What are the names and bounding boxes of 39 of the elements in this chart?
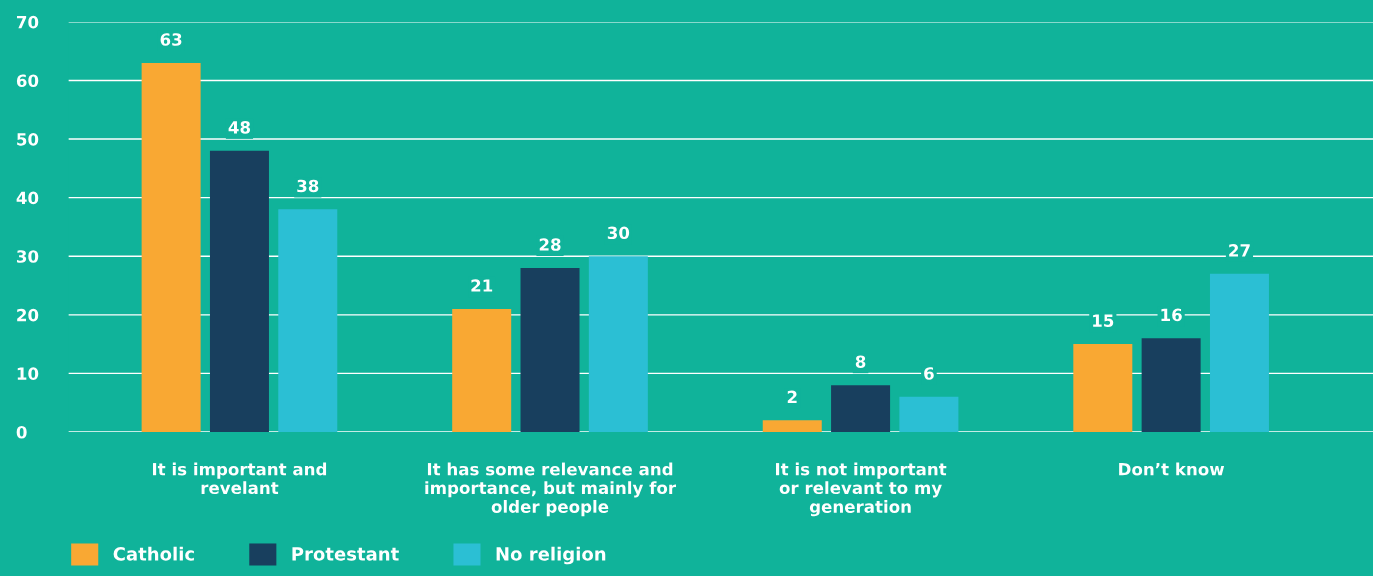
bar xyxy=(209,150,269,432)
data-label: 16 xyxy=(1161,308,1182,322)
x-tick-label: It is not important or relevant to my generation xyxy=(776,462,947,517)
bar xyxy=(141,62,201,432)
bar xyxy=(1073,344,1133,432)
bar xyxy=(452,308,512,432)
data-label: 63 xyxy=(160,33,182,46)
bar xyxy=(520,267,580,432)
y-tick-label: 50 xyxy=(17,133,39,146)
legend-label: Protestant xyxy=(292,547,399,561)
data-label: 6 xyxy=(924,367,934,380)
x-tick-label: It has some relevance and importance, but mainly for older people xyxy=(425,462,677,517)
bar xyxy=(588,256,648,432)
y-tick-label: 60 xyxy=(16,74,39,88)
legend-label: No religion xyxy=(496,546,606,565)
data-label: 48 xyxy=(228,121,251,134)
y-tick-label: 30 xyxy=(16,250,39,263)
bar xyxy=(762,420,822,432)
data-label: 2 xyxy=(787,390,797,403)
y-tick-label: 10 xyxy=(17,367,39,380)
bar xyxy=(278,209,338,432)
data-label: 21 xyxy=(471,279,493,292)
x-tick-label: Don’t know xyxy=(1119,462,1225,476)
legend-label: Catholic xyxy=(113,546,194,561)
x-tick-label: It is important and revelant xyxy=(153,462,327,495)
data-label: 28 xyxy=(539,238,561,251)
bar xyxy=(1209,273,1269,432)
data-label: 30 xyxy=(607,226,630,240)
bar xyxy=(899,396,959,432)
data-label: 8 xyxy=(855,355,866,369)
y-tick-label: 40 xyxy=(16,191,39,205)
data-label: 38 xyxy=(297,179,319,193)
bar xyxy=(831,385,891,432)
bar xyxy=(1141,338,1201,432)
y-tick-label: 20 xyxy=(17,308,39,322)
data-label: 15 xyxy=(1093,314,1114,327)
y-tick-label: 70 xyxy=(16,15,39,29)
data-label: 27 xyxy=(1229,244,1250,257)
y-tick-label: 0 xyxy=(16,425,27,439)
